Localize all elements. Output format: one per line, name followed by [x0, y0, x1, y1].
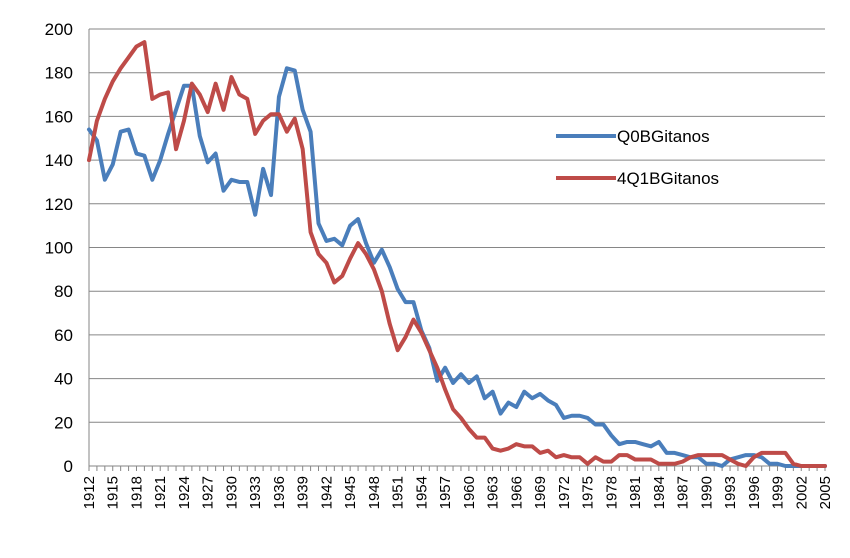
x-tick-label: 1951 [390, 476, 407, 509]
x-tick-label: 1927 [200, 476, 217, 509]
y-tick-label: 200 [45, 20, 73, 39]
x-tick-label: 2002 [793, 476, 810, 509]
series-line-1 [87, 66, 827, 468]
x-tick-label: 1915 [105, 476, 122, 509]
y-tick-label: 120 [45, 195, 73, 214]
series-line-2 [87, 40, 827, 468]
x-tick-label: 1930 [223, 476, 240, 509]
x-tick-label: 1978 [603, 476, 620, 509]
y-tick-label: 180 [45, 64, 73, 83]
x-tick-label: 1999 [770, 476, 787, 509]
legend-label-2: 4Q1BGitanos [617, 169, 719, 188]
x-tick-label: 1942 [318, 476, 335, 509]
x-tick-label: 1936 [271, 476, 288, 509]
x-tick-label: 1981 [627, 476, 644, 509]
x-tick-label: 1918 [128, 476, 145, 509]
axes: 0 20 40 60 80 100 120 140 160 180 200 1912 1915 1918 1… [45, 20, 834, 509]
x-tick-label: 1996 [746, 476, 763, 509]
x-tick-label: 1969 [532, 476, 549, 509]
x-tick-label: 1939 [295, 476, 312, 509]
x-tick-label: 1948 [366, 476, 383, 509]
x-tick-label: 2005 [817, 476, 834, 509]
y-tick-label: 160 [45, 107, 73, 126]
legend: Q0BGitanos 4Q1BGitanos [556, 127, 719, 188]
x-tick-label: 1912 [81, 476, 98, 509]
x-tick-label: 1987 [675, 476, 692, 509]
x-tick-label: 1921 [152, 476, 169, 509]
x-tick-label: 1984 [651, 476, 668, 509]
legend-label-1: Q0BGitanos [617, 127, 710, 146]
x-tick-label: 1966 [508, 476, 525, 509]
gridlines [89, 28, 825, 423]
y-tick-label: 60 [54, 326, 73, 345]
y-tick-label: 100 [45, 239, 73, 258]
x-tick-label: 1975 [580, 476, 597, 509]
x-tick-label: 1954 [413, 476, 430, 509]
y-tick-label: 140 [45, 151, 73, 170]
series-lines [87, 40, 827, 468]
x-tick-label: 1960 [461, 476, 478, 509]
y-tick-label: 40 [54, 370, 73, 389]
x-tick-label: 1990 [698, 476, 715, 509]
y-tick-label: 80 [54, 282, 73, 301]
y-tick-label: 0 [64, 457, 73, 476]
x-tick-label: 1993 [722, 476, 739, 509]
x-tick-label: 1933 [247, 476, 264, 509]
y-tick-label: 20 [54, 413, 73, 432]
x-tick-label: 1972 [556, 476, 573, 509]
x-tick-label: 1945 [342, 476, 359, 509]
x-tick-label: 1957 [437, 476, 454, 509]
x-tick-label: 1924 [176, 476, 193, 509]
x-tick-label: 1963 [485, 476, 502, 509]
